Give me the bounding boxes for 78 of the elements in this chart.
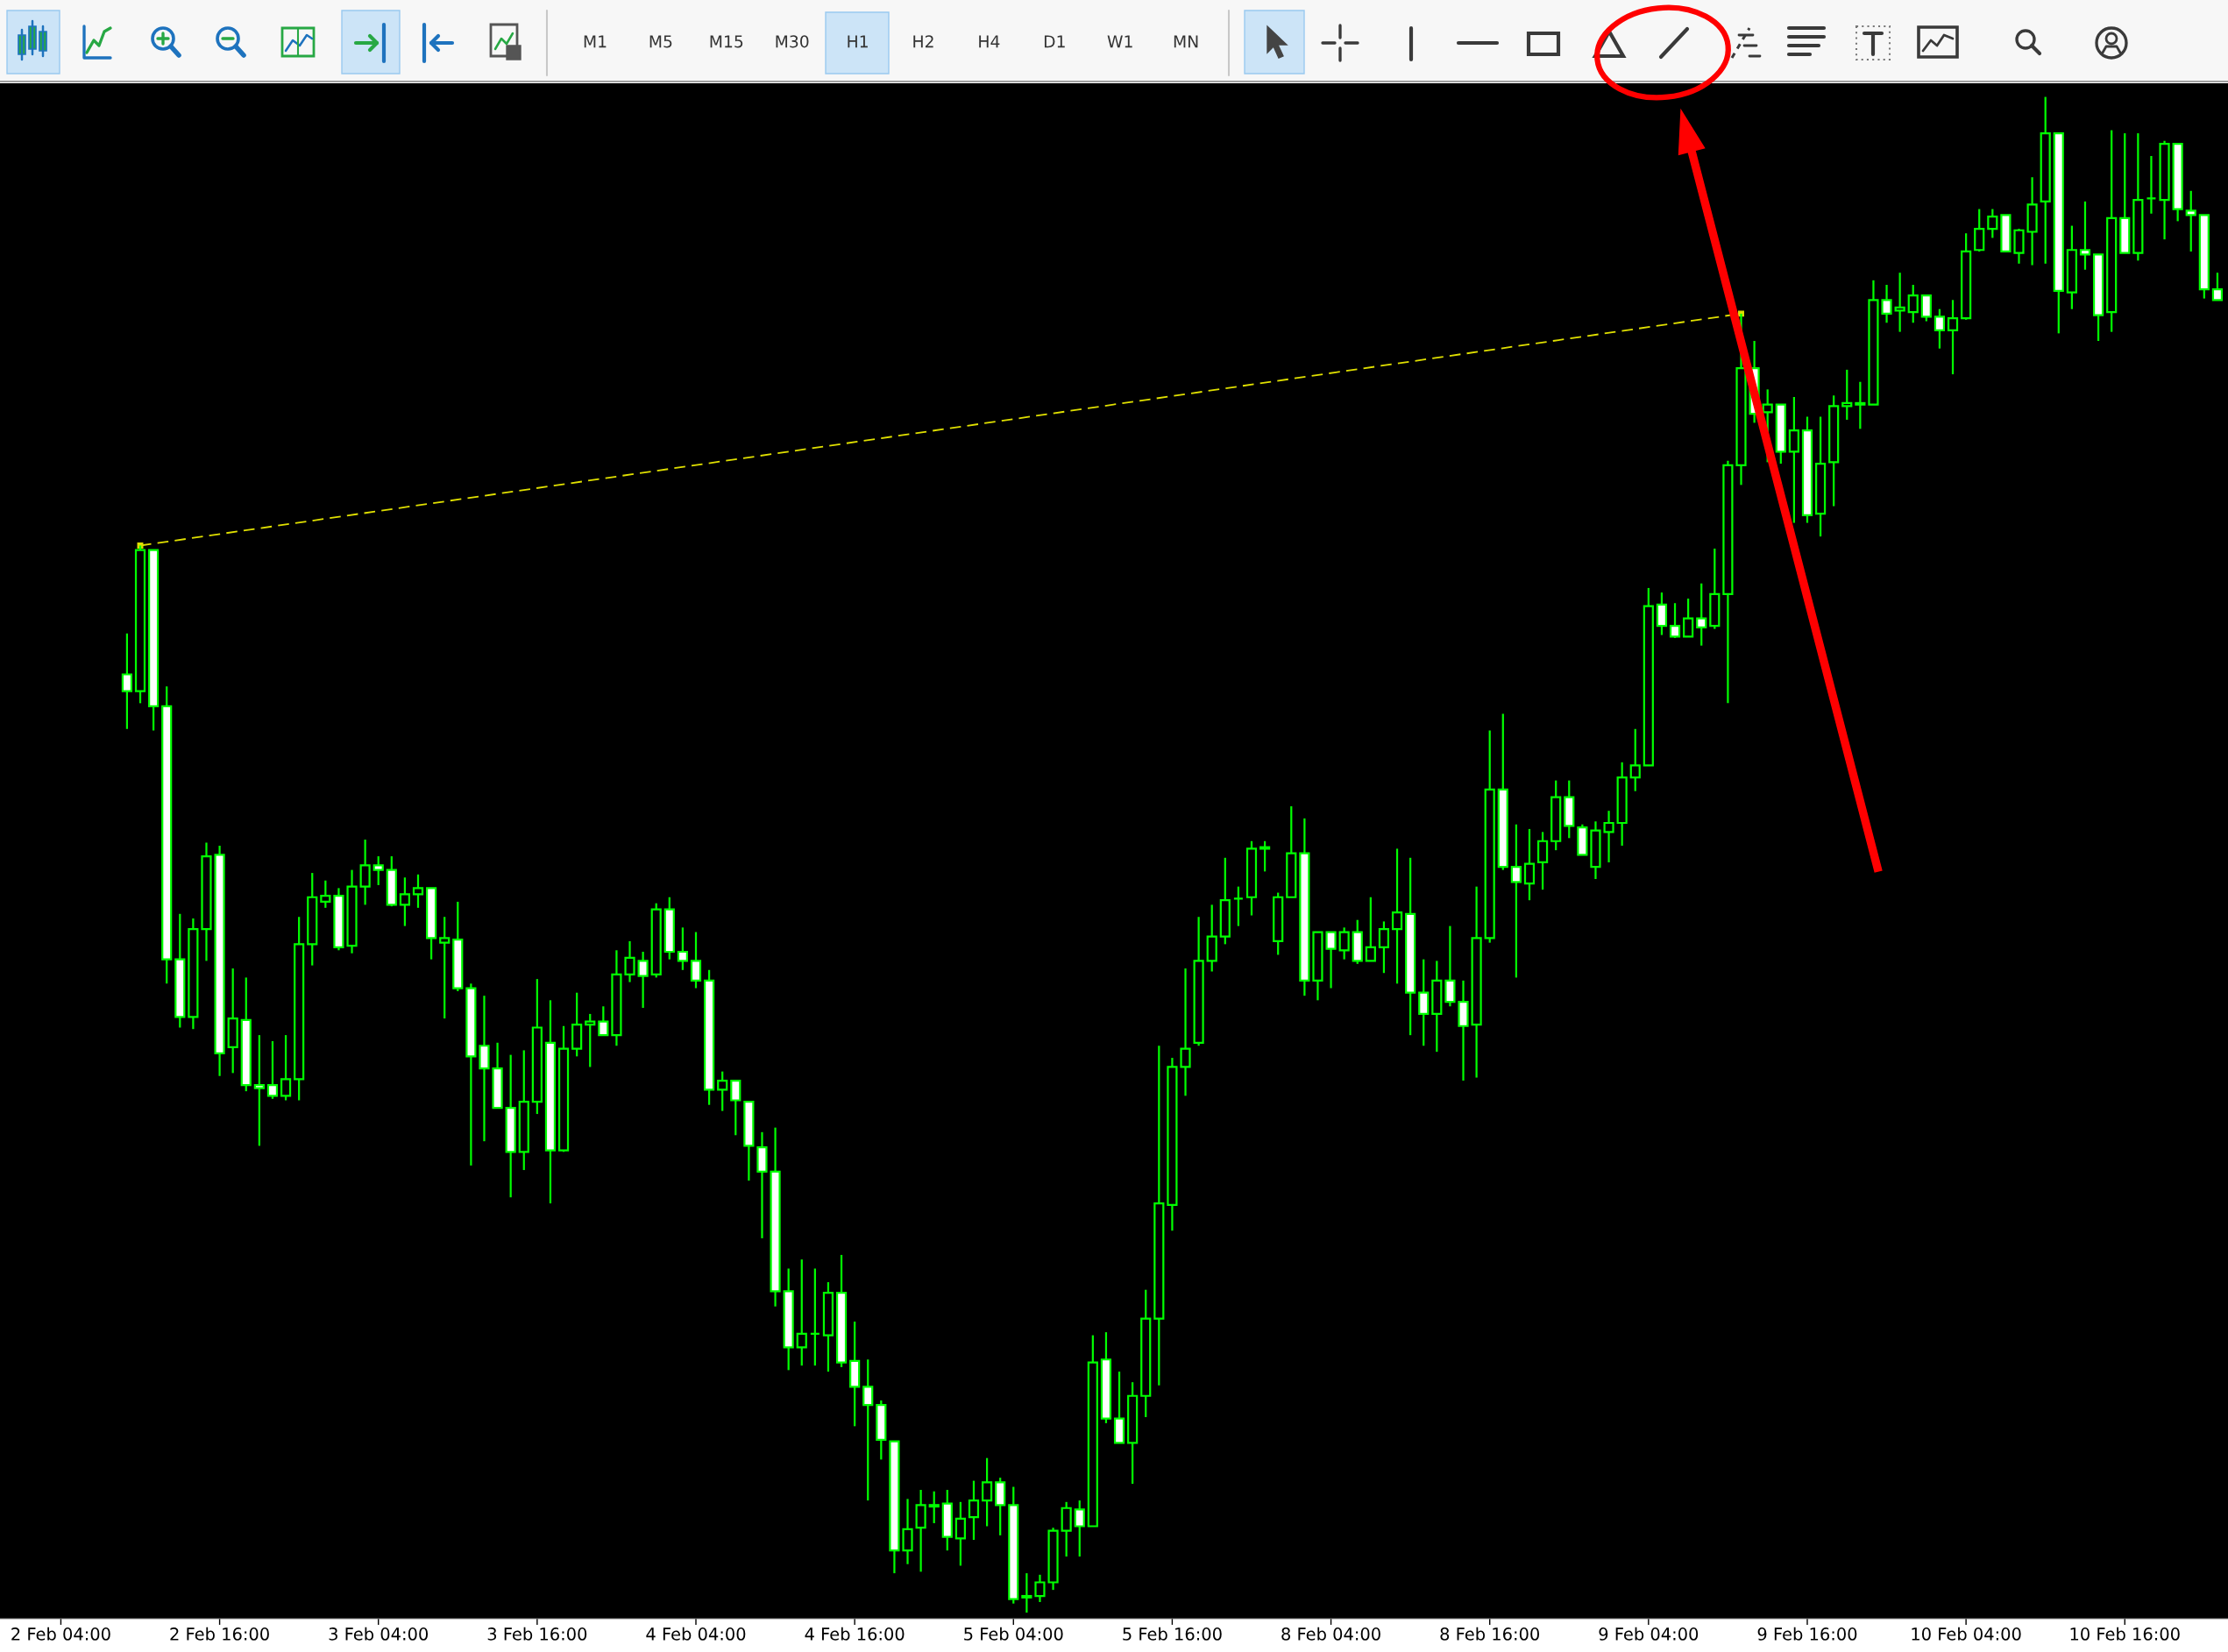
candlestick	[2185, 189, 2196, 253]
candlestick	[624, 939, 635, 983]
text: M1	[584, 35, 607, 48]
candlestick	[1894, 272, 1905, 333]
candlestick	[1378, 920, 1390, 975]
x-tick-label: 3 Feb 16:00	[487, 1627, 587, 1641]
text: M30	[776, 35, 809, 48]
x-tick-label: 2 Feb 16:00	[170, 1627, 269, 1641]
x-tick-label: 10 Feb 04:00	[1912, 1627, 2021, 1641]
x-tick-label: 9 Feb 16:00	[1757, 1627, 1857, 1641]
text: W1	[1107, 35, 1132, 48]
candlestick	[1683, 597, 1694, 638]
candlestick	[928, 1490, 940, 1525]
candlestick	[982, 1457, 993, 1528]
candlestick	[954, 1500, 966, 1567]
text: H1	[848, 35, 868, 48]
candlestick	[1180, 967, 1191, 1097]
candlestick	[1232, 885, 1244, 927]
candlestick	[690, 931, 702, 989]
candlestick	[598, 1005, 609, 1037]
candlestick	[439, 916, 451, 1020]
x-tick-label: 10 Feb 16:00	[2070, 1627, 2180, 1641]
candlestick	[1021, 1572, 1032, 1614]
candlestick	[1603, 810, 1614, 864]
candlestick	[1365, 896, 1376, 962]
candlestick	[412, 873, 424, 909]
candlestick	[1074, 1499, 1085, 1558]
candlestick	[637, 950, 649, 1010]
candlestick	[1855, 380, 1866, 430]
candlestick	[2079, 200, 2091, 271]
candlestick	[253, 1034, 265, 1147]
candlestick	[730, 1079, 741, 1137]
candlestick	[266, 1039, 279, 1100]
candlestick	[399, 876, 410, 927]
text: D1	[1044, 35, 1065, 48]
x-tick-label: 8 Feb 16:00	[1440, 1627, 1539, 1641]
candlestick	[1934, 308, 1946, 350]
x-tick-label: 9 Feb 04:00	[1599, 1627, 1699, 1641]
candlestick	[280, 1034, 292, 1102]
candlestick	[320, 879, 331, 909]
text: M15	[710, 35, 743, 48]
candlestick	[1841, 368, 1853, 422]
candlestick	[1510, 823, 1522, 979]
candlestick	[717, 1070, 728, 1112]
text: M5	[649, 35, 672, 48]
x-tick-label: 8 Feb 04:00	[1281, 1627, 1380, 1641]
candlestick	[373, 854, 384, 887]
candlestick	[1669, 602, 1681, 640]
candlestick	[1259, 840, 1271, 873]
candlestick	[2146, 154, 2157, 215]
candlestick	[968, 1479, 980, 1542]
x-tick-label: 4 Feb 04:00	[646, 1627, 746, 1641]
x-tick-label: 4 Feb 16:00	[805, 1627, 905, 1641]
candlestick	[1629, 727, 1641, 792]
text: H4	[979, 35, 1000, 48]
candlestick	[1696, 582, 1707, 647]
candlestick	[1325, 931, 1337, 989]
x-tick-label: 3 Feb 04:00	[329, 1627, 429, 1641]
candlestick	[121, 632, 132, 730]
candlestick	[809, 1267, 820, 1367]
candlestick	[1523, 827, 1536, 902]
candlestick	[2211, 272, 2224, 301]
x-tick-label: 5 Feb 04:00	[964, 1627, 1063, 1641]
candlestick	[862, 1358, 874, 1502]
text: H2	[913, 35, 933, 48]
candlestick	[1338, 926, 1350, 961]
x-tick-label: 2 Feb 04:00	[11, 1627, 110, 1641]
candlestick	[1987, 208, 1998, 239]
x-tick-label: 5 Feb 16:00	[1123, 1627, 1222, 1641]
candlestick	[585, 1012, 596, 1068]
text: MN	[1174, 35, 1198, 48]
candlestick	[677, 926, 688, 971]
candlestick	[1947, 299, 1959, 376]
candlestick	[1391, 847, 1403, 985]
candlestick	[1881, 283, 1892, 324]
candlestick	[1034, 1573, 1046, 1604]
candlestick	[796, 1258, 807, 1367]
candlestick	[1907, 283, 1919, 324]
